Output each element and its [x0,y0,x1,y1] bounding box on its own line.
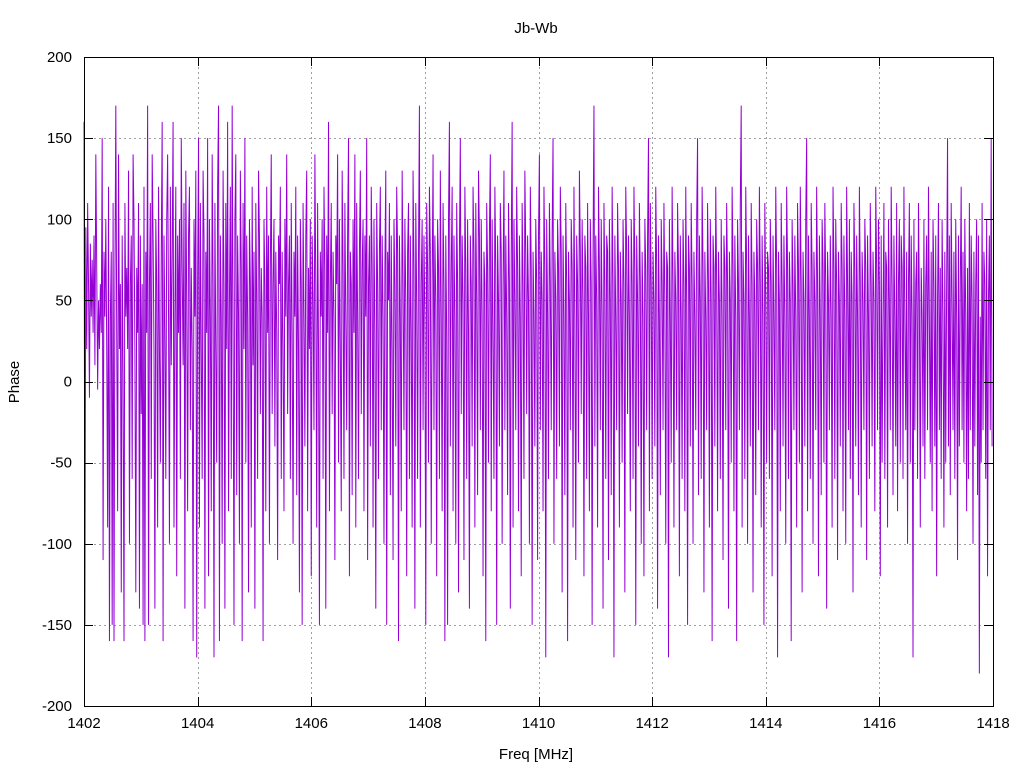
x-tick-label: 1408 [408,715,441,732]
x-tick-label: 1406 [295,715,328,732]
y-tick-label: -150 [42,617,72,634]
y-tick-label: -50 [50,455,72,472]
y-tick-label: 150 [47,130,72,147]
x-tick-label: 1416 [863,715,896,732]
x-tick-label: 1418 [976,715,1009,732]
y-tick-label: 50 [55,292,72,309]
phase-series [83,105,993,674]
phase-series-line [83,105,993,674]
x-tick-label: 1414 [749,715,782,732]
y-tick-label: 100 [47,211,72,228]
x-tick-label: 1402 [67,715,100,732]
x-tick-labels: 1402 1404 1406 1408 1410 1412 1414 1416 1418 [67,715,1009,732]
x-tick-label: 1404 [181,715,214,732]
y-tick-label: -100 [42,536,72,553]
chart-title: Jb-Wb [514,20,557,37]
y-tick-label: 200 [47,49,72,66]
x-tick-label: 1412 [635,715,668,732]
y-tick-label: -200 [42,698,72,715]
y-tick-label: 0 [64,374,72,391]
x-axis-label: Freq [MHz] [499,746,573,763]
y-axis-label: Phase [6,361,23,404]
axis-ticks [84,57,994,707]
x-tick-label: 1410 [522,715,555,732]
y-tick-labels: -200 -150 -100 -50 0 50 100 150 200 [42,49,72,715]
